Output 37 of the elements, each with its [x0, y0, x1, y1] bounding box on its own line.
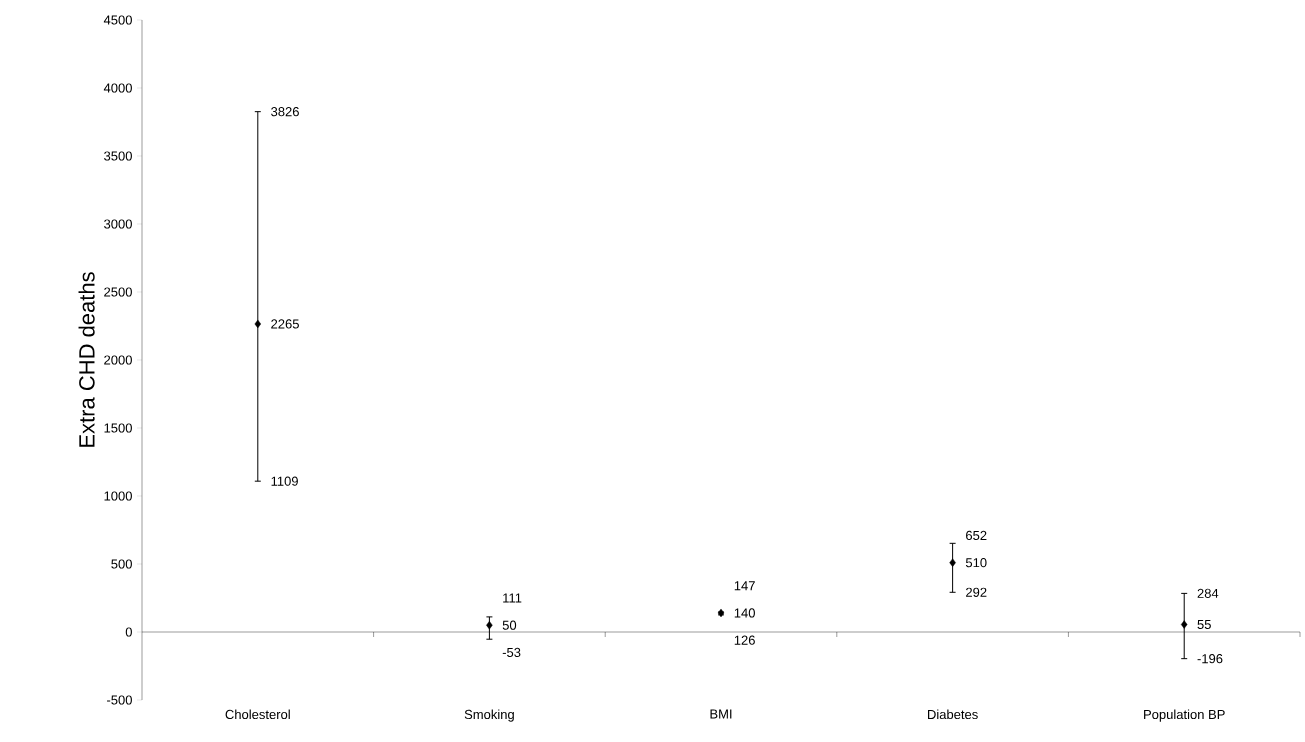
annotation: 111 [503, 593, 522, 603]
annotation: 3826 [271, 107, 299, 117]
annotation: -196 [1197, 654, 1223, 664]
data-label: 55 [1197, 619, 1211, 630]
annotation: 147 [734, 581, 755, 591]
y-tick-label: 2500 [104, 287, 132, 297]
data-label: 50 [502, 620, 517, 630]
x-tick-label: Cholesterol [225, 709, 290, 720]
point [949, 558, 956, 567]
data-label: 140 [734, 608, 755, 618]
annotation: 292 [966, 587, 987, 597]
y-tick-label: 4500 [103, 15, 132, 25]
y-tick-label: -500 [107, 695, 132, 705]
y-tick-label: 3500 [104, 151, 132, 161]
annotation: 652 [966, 530, 987, 541]
point [254, 319, 261, 329]
point [1181, 620, 1188, 629]
x-tick-label: Smoking [464, 709, 514, 722]
y-tick-label: 0 [125, 627, 132, 637]
y-tick-label: 4000 [103, 83, 132, 93]
annotation: 284 [1197, 588, 1219, 598]
y-tick-label: 1500 [104, 423, 132, 433]
y-tick-label: 3000 [104, 219, 132, 229]
data-label: 2265 [271, 319, 299, 329]
y-tick-label: 1000 [104, 491, 132, 501]
y-tick-label: 2000 [104, 355, 132, 365]
y-axis-title: Extra CHD deaths [78, 272, 95, 447]
point [486, 621, 493, 630]
y-tick-label: 500 [111, 559, 132, 569]
point [717, 608, 725, 618]
x-tick-label: Population BP [1144, 709, 1225, 722]
annotation: 126 [734, 635, 755, 645]
annotation: -53 [502, 647, 521, 657]
data-label: 510 [965, 558, 987, 568]
annotation: 1109 [271, 476, 298, 486]
x-tick-label: BMI [710, 709, 732, 719]
x-tick-label: Diabetes [928, 709, 978, 720]
